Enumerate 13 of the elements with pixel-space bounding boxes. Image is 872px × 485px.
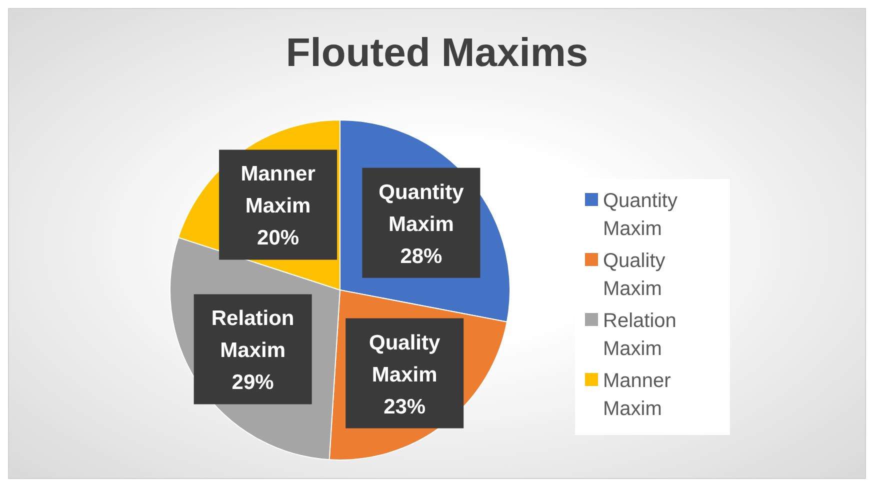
chart-title: Flouted Maxims bbox=[284, 31, 590, 76]
data-label: 28% bbox=[400, 244, 443, 268]
legend-label: Quantity Maxim bbox=[603, 189, 678, 242]
legend-label: Relation Maxim bbox=[603, 309, 678, 362]
legend-label: Quality Maxim bbox=[603, 249, 666, 302]
slice-label: Quantity Maxim bbox=[378, 180, 464, 236]
legend-label: Manner Maxim bbox=[603, 369, 672, 422]
slice-label: Relation Maxim bbox=[211, 307, 294, 362]
slice-label: Manner Maxim bbox=[240, 162, 316, 218]
data-label: 20% bbox=[257, 226, 300, 250]
data-label: 29% bbox=[232, 371, 274, 394]
slice-label: Quality Maxim bbox=[369, 331, 441, 386]
data-label: 23% bbox=[384, 395, 426, 418]
